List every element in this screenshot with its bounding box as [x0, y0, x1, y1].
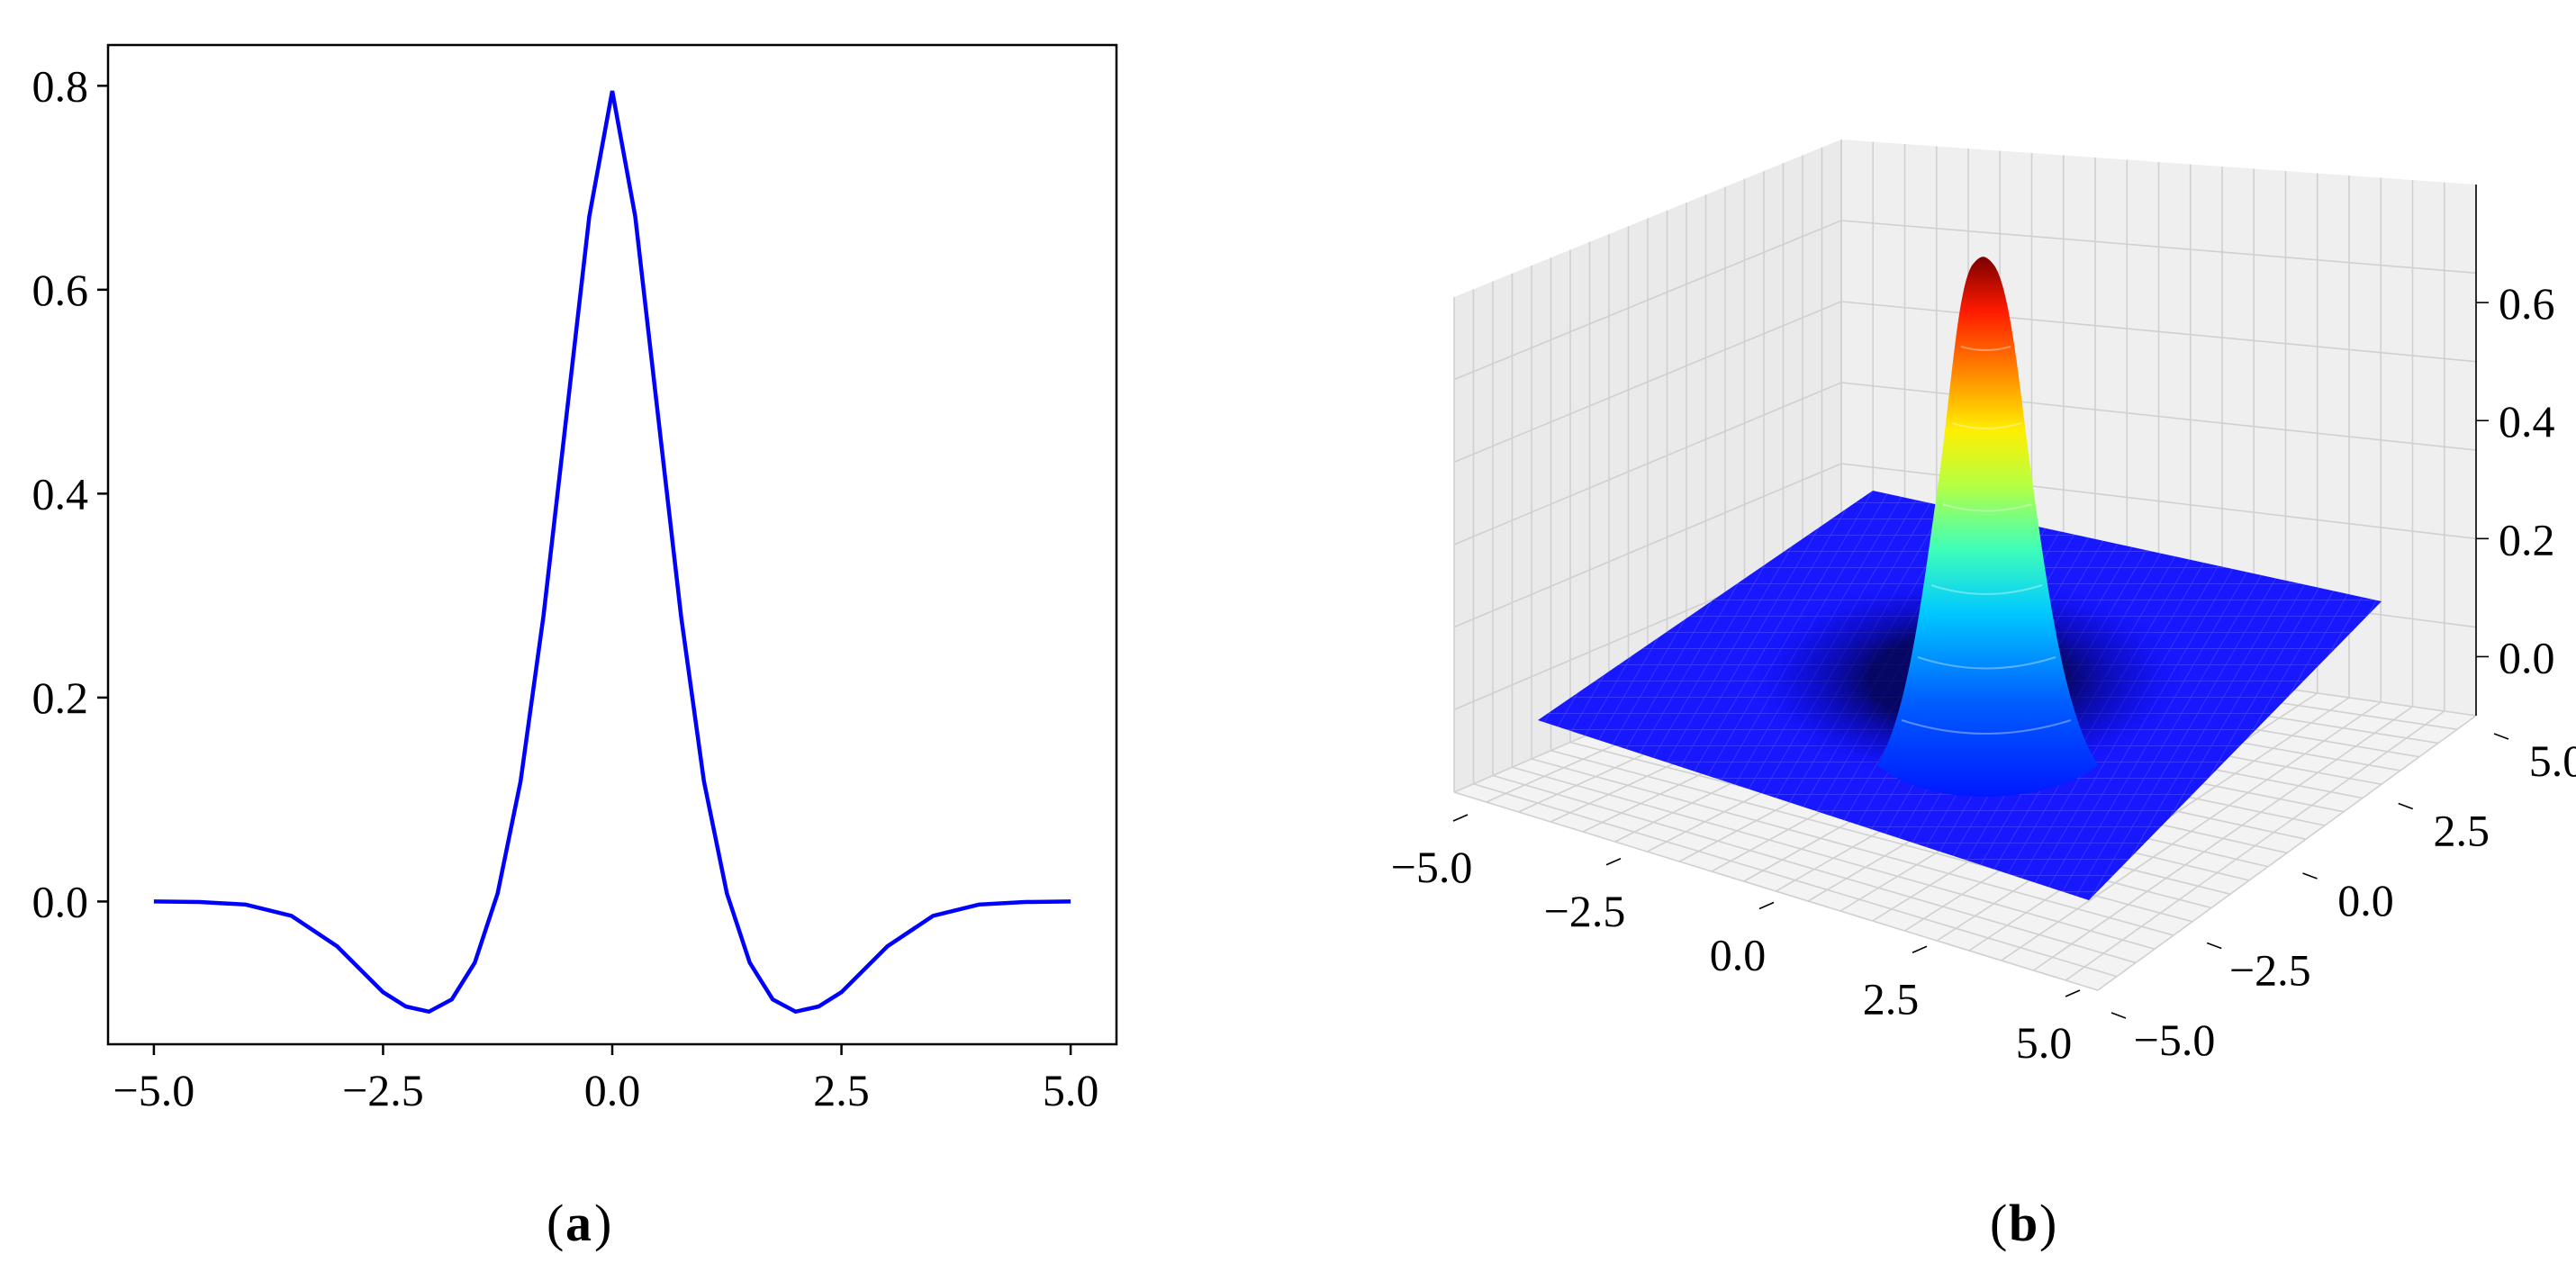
x-tick-mark [1758, 901, 1775, 910]
caption-a: ( a ) [547, 1194, 611, 1252]
y-tick-label: −5.0 [2134, 1015, 2216, 1065]
x-axis-ticks-a: −5.0 −2.5 0.0 2.5 5.0 [113, 1044, 1099, 1115]
svg-text:(: ( [547, 1194, 564, 1252]
x-tick-mark [1452, 814, 1469, 822]
y-tick-label: 5.0 [2529, 735, 2576, 786]
x-tick-mark [1605, 858, 1622, 866]
y-tick-label: 0.4 [32, 468, 89, 519]
x-tick-mark [2065, 989, 2081, 997]
y-tick-label: 0.6 [32, 265, 89, 315]
x-axis-ticks-b: −5.0 −2.5 0.0 2.5 5.0 [1391, 814, 2081, 1068]
x-tick-label: −2.5 [342, 1065, 424, 1115]
x-tick-label: 5.0 [1043, 1065, 1099, 1115]
y-tick-mark [2111, 1012, 2127, 1019]
y-tick-mark [2398, 802, 2414, 810]
y-tick-mark [2493, 733, 2509, 740]
y-tick-label: 0.0 [32, 876, 89, 926]
x-tick-label: −5.0 [1391, 842, 1473, 892]
z-axis-ticks-b: 0.0 0.2 0.4 0.6 [2476, 278, 2555, 682]
caption-a-label: a [565, 1194, 592, 1252]
x-tick-label: −2.5 [1544, 886, 1626, 936]
y-tick-mark [2206, 942, 2222, 950]
y-tick-label: 0.0 [2337, 875, 2394, 925]
y-axis-ticks-a: 0.0 0.2 0.4 0.6 0.8 [32, 60, 108, 926]
svg-text:): ) [2039, 1194, 2056, 1252]
x-tick-label: −5.0 [113, 1065, 195, 1115]
caption-b-label: b [2009, 1194, 2038, 1252]
x-tick-label: 5.0 [2016, 1017, 2073, 1068]
x-tick-label: 2.5 [813, 1065, 870, 1115]
y-tick-label: −2.5 [2229, 945, 2311, 996]
y-tick-label: 0.2 [32, 672, 89, 723]
y-axis-ticks-b: −5.0 −2.5 0.0 2.5 5.0 [2111, 733, 2576, 1065]
series-line-a [153, 90, 1071, 1015]
x-tick-label: 0.0 [584, 1065, 641, 1115]
y-tick-mark [2302, 872, 2318, 880]
x-tick-label: 2.5 [1863, 973, 1920, 1024]
svg-text:): ) [594, 1194, 611, 1252]
panel-b-surface-plot: −5.0−2.50.02.55.0 −5.0−2.50.02.55.0 0.00… [1391, 140, 2576, 1068]
pane-gridlines [1453, 140, 2477, 991]
y-tick-label: 2.5 [2434, 806, 2490, 856]
z-tick-label: 0.0 [2499, 632, 2555, 682]
caption-b: ( b ) [1990, 1194, 2056, 1252]
y-tick-label: 0.8 [32, 60, 89, 111]
z-tick-label: 0.2 [2499, 514, 2555, 564]
x-tick-label: 0.0 [1710, 930, 1767, 980]
svg-text:(: ( [1990, 1194, 2007, 1252]
plot-a-frame [106, 43, 1118, 1046]
panel-a-line-plot: 0.0 0.2 0.4 0.6 0.8 −5.0 −2.5 0.0 2.5 5.0 [32, 43, 1118, 1115]
x-tick-mark [1912, 945, 1928, 953]
z-tick-label: 0.4 [2499, 396, 2555, 447]
surface-peak [1877, 257, 2098, 797]
surface-contour-bands [1901, 346, 2072, 735]
z-tick-label: 0.6 [2499, 278, 2555, 329]
